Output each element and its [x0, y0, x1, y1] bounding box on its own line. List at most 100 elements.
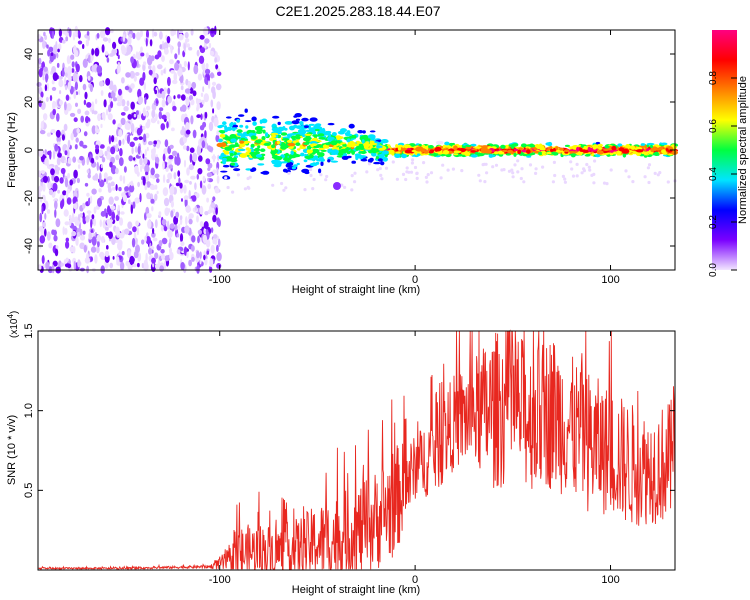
- noise-speckle: [98, 80, 104, 87]
- noise-speckle: [162, 160, 165, 170]
- signal-cell: [308, 123, 315, 126]
- noise-speckle: [45, 261, 50, 271]
- noise-speckle: [101, 156, 106, 163]
- noise-speckle: [83, 131, 88, 137]
- noise-speckle: [185, 216, 188, 226]
- signal-cell: [286, 161, 294, 167]
- signal-cell: [255, 154, 263, 158]
- signal-cell: [272, 115, 280, 119]
- noise-speckle: [202, 234, 208, 244]
- noise-speckle: [164, 139, 169, 148]
- noise-speckle: [69, 112, 76, 117]
- noise-speckle: [194, 205, 197, 211]
- noise-speckle: [119, 175, 123, 182]
- noise-speckle: [145, 105, 151, 111]
- faint-cell: [541, 165, 545, 169]
- noise-speckle: [77, 259, 81, 268]
- signal-cell: [541, 151, 546, 156]
- noise-speckle: [163, 147, 168, 155]
- noise-speckle: [199, 258, 202, 265]
- signal-cell: [660, 142, 668, 146]
- noise-speckle: [55, 41, 58, 50]
- noise-speckle: [127, 36, 132, 46]
- noise-speckle: [210, 99, 214, 108]
- noise-speckle: [71, 212, 75, 221]
- faint-cell: [588, 168, 592, 172]
- noise-speckle: [132, 32, 136, 40]
- faint-cell: [324, 178, 328, 182]
- noise-speckle: [115, 167, 119, 175]
- noise-speckle: [188, 189, 191, 200]
- noise-speckle: [115, 49, 118, 54]
- noise-speckle: [136, 227, 140, 236]
- noise-speckle: [76, 231, 81, 237]
- noise-speckle: [176, 29, 180, 39]
- noise-speckle: [176, 249, 181, 255]
- noise-speckle: [44, 149, 47, 156]
- signal-cell: [395, 147, 399, 153]
- signal-cell: [474, 146, 482, 149]
- signal-cell: [551, 151, 556, 155]
- signal-cell: [222, 164, 230, 168]
- noise-speckle: [204, 111, 208, 119]
- noise-speckle: [142, 176, 146, 186]
- noise-speckle: [196, 250, 200, 259]
- signal-cell: [277, 130, 282, 134]
- signal-cell: [361, 139, 365, 144]
- noise-speckle: [90, 195, 93, 204]
- noise-speckle: [197, 235, 200, 244]
- noise-speckle: [159, 265, 165, 272]
- signal-cell: [609, 152, 614, 156]
- noise-speckle: [54, 143, 59, 152]
- noise-speckle: [54, 248, 59, 257]
- noise-speckle: [156, 93, 163, 98]
- noise-speckle: [54, 209, 57, 218]
- noise-speckle: [66, 188, 71, 194]
- noise-speckle: [137, 181, 141, 188]
- noise-speckle: [108, 196, 114, 205]
- noise-speckle: [143, 156, 148, 165]
- noise-speckle: [118, 129, 123, 138]
- signal-cell: [317, 133, 325, 137]
- signal-cell: [646, 142, 655, 146]
- signal-cell: [380, 161, 385, 166]
- signal-cell: [309, 162, 318, 167]
- noise-speckle: [118, 157, 124, 167]
- noise-speckle: [126, 100, 130, 107]
- faint-cell: [491, 165, 495, 169]
- faint-cell: [520, 167, 524, 171]
- signal-cell: [270, 150, 277, 155]
- noise-speckle: [134, 197, 140, 204]
- noise-speckle: [43, 113, 48, 121]
- noise-speckle: [150, 198, 155, 204]
- noise-speckle: [67, 263, 72, 269]
- noise-speckle: [151, 28, 155, 38]
- noise-speckle: [185, 96, 190, 107]
- noise-speckle: [133, 157, 136, 161]
- faint-cell: [404, 177, 408, 182]
- noise-speckle: [201, 99, 205, 105]
- noise-speckle: [116, 95, 121, 102]
- noise-speckle: [133, 251, 139, 259]
- noise-speckle: [191, 81, 197, 89]
- noise-speckle: [140, 52, 145, 57]
- faint-cell: [405, 170, 409, 174]
- signal-cell: [330, 140, 338, 146]
- signal-cell: [580, 150, 585, 152]
- signal-cell: [280, 161, 288, 164]
- signal-cell: [300, 152, 305, 157]
- noise-speckle: [107, 176, 113, 181]
- signal-cell: [397, 145, 401, 151]
- faint-cell: [516, 170, 520, 174]
- signal-cell: [252, 121, 257, 126]
- noise-speckle: [194, 182, 197, 190]
- signal-cell: [621, 148, 630, 154]
- noise-speckle: [197, 73, 203, 81]
- noise-speckle: [185, 129, 191, 135]
- noise-speckle: [180, 241, 185, 247]
- signal-cell: [250, 130, 256, 134]
- signal-cell: [377, 158, 383, 162]
- signal-cell: [276, 156, 283, 161]
- signal-cell: [302, 146, 306, 150]
- noise-speckle: [55, 218, 61, 228]
